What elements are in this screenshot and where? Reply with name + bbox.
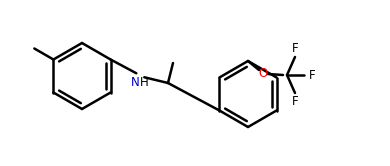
Text: F: F — [292, 42, 298, 55]
Text: F: F — [292, 95, 298, 108]
Text: O: O — [258, 67, 268, 80]
Text: H: H — [140, 76, 149, 89]
Text: F: F — [309, 69, 316, 82]
Text: N: N — [131, 76, 139, 89]
